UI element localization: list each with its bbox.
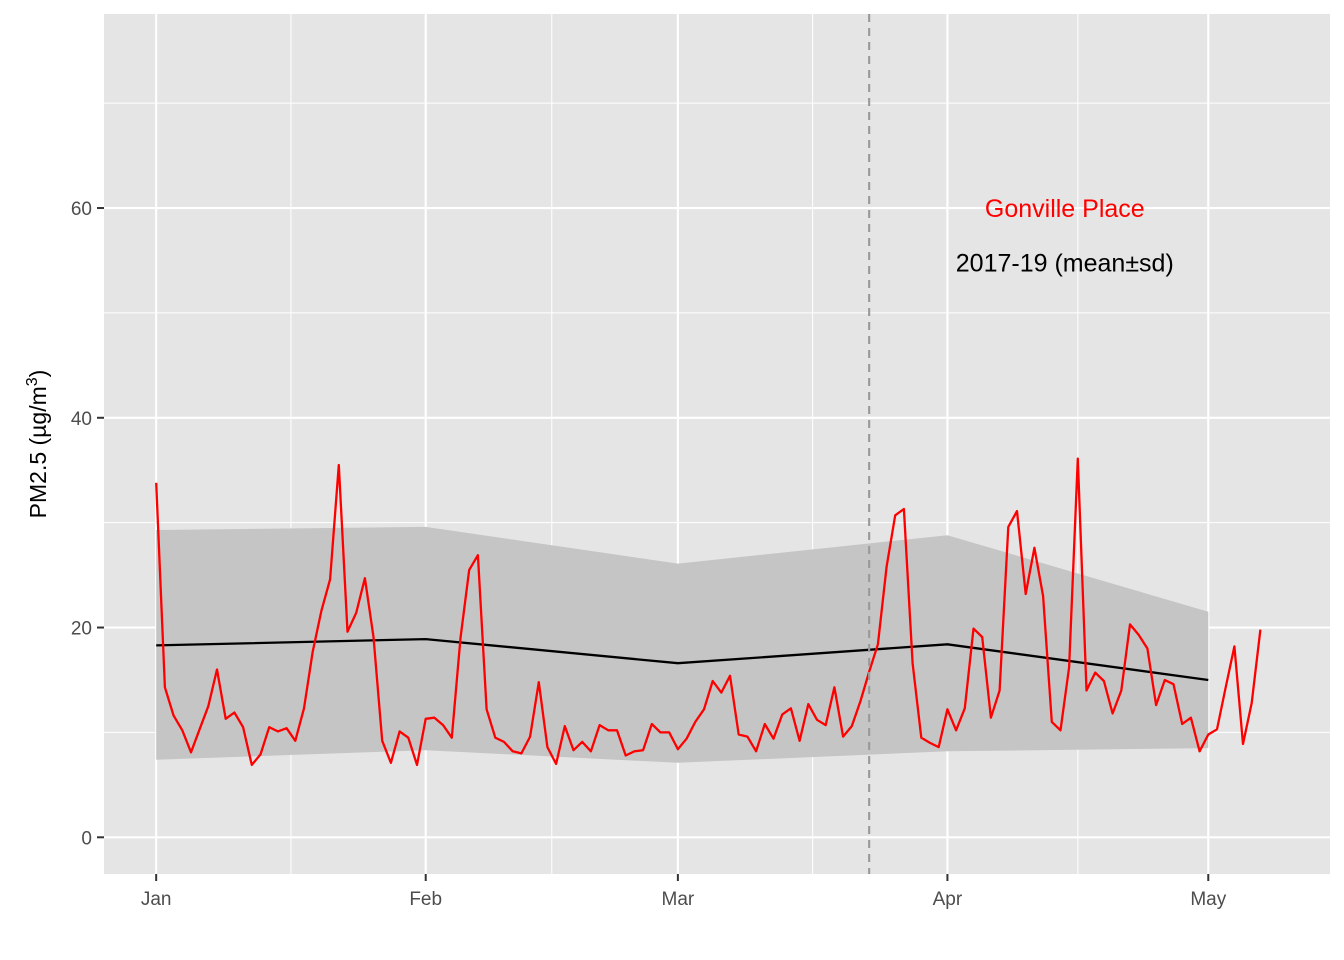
x-tick-label: Mar	[662, 889, 695, 910]
x-tick-label: Feb	[409, 889, 442, 910]
mean-line	[156, 637, 1209, 682]
annotation-label: Gonville Place	[985, 195, 1145, 223]
annotation-label: 2017-19 (mean±sd)	[956, 250, 1174, 278]
series-layer	[155, 457, 1262, 767]
y-tick-label: 20	[71, 619, 92, 640]
x-tick-label: Apr	[933, 889, 963, 910]
station-line	[155, 457, 1262, 767]
sd-ribbon	[156, 526, 1209, 763]
y-tick-label: 40	[71, 409, 92, 430]
x-tick-label: May	[1190, 889, 1226, 910]
x-tick-label: Jan	[141, 889, 172, 910]
y-tick-label: 60	[71, 199, 92, 220]
y-axis-label: PM2.5 (µg/m3)	[24, 370, 51, 519]
axes: 0 20 40 60 Jan Feb Mar Apr May	[71, 199, 1227, 910]
y-tick-label: 0	[81, 828, 92, 849]
annotations: Gonville Place 2017-19 (mean±sd)	[956, 195, 1174, 278]
